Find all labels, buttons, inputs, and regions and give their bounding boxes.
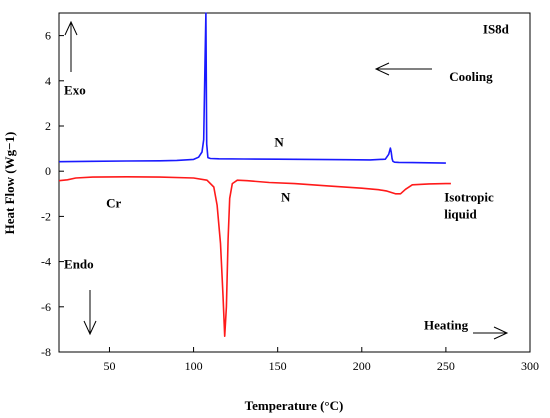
annotation-label: liquid [444,207,477,222]
y-tick-label: -4 [41,255,51,269]
annotation-label: Exo [64,82,86,97]
endo-arrow-icon [83,290,97,336]
x-axis-ticks: 50 100 150 200 250 300 [103,347,539,373]
annotations-group: Exo Endo IS8d Cooling N N Cr Isotropic liquid Hea… [64,21,510,332]
x-tick-label: 250 [437,359,455,373]
series-group [58,12,451,338]
x-axis-label: Temperature (°C) [245,398,344,413]
cooling-arrow-icon [374,62,432,76]
annotation-label: Cr [106,195,121,210]
annotation-label: N [274,134,284,149]
x-tick-label: 50 [103,359,115,373]
y-tick-label: 6 [45,29,51,43]
annotation-label: Endo [64,256,94,271]
x-tick-label: 200 [353,359,371,373]
plot-frame [58,12,531,353]
y-tick-label: -6 [41,300,51,314]
annotation-label: Heating [424,317,469,332]
y-tick-label: 0 [45,164,51,178]
x-tick-label: 100 [185,359,203,373]
annotation-label: Isotropic [444,190,494,205]
y-axis-ticks: -8 -6 -4 -2 0 2 4 6 [41,29,64,359]
y-tick-label: -8 [41,345,51,359]
annotation-label: N [281,190,291,205]
heating-arrow-icon [473,326,509,340]
y-tick-label: 4 [45,74,51,88]
cooling-curve [58,12,446,164]
y-tick-label: 2 [45,119,51,133]
annotation-label: IS8d [483,21,510,36]
y-axis-label: Heat Flow (Wg−1) [2,132,17,235]
exo-arrow-icon [64,20,78,72]
heating-curve [58,176,451,338]
y-tick-label: -2 [41,209,51,223]
x-tick-label: 300 [521,359,539,373]
annotation-label: Cooling [449,69,493,84]
x-tick-label: 150 [269,359,287,373]
